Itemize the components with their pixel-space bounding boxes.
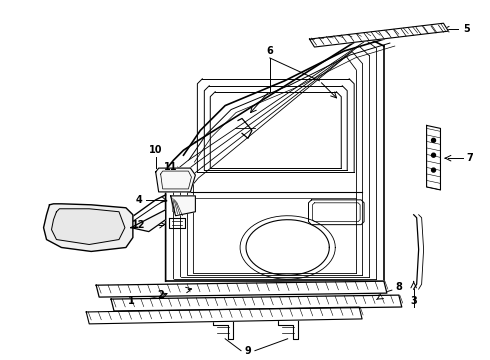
Text: 5: 5	[463, 24, 469, 34]
Text: 11: 11	[164, 162, 177, 172]
Text: 7: 7	[467, 153, 474, 163]
Polygon shape	[86, 307, 362, 324]
Polygon shape	[310, 23, 448, 47]
Text: 2: 2	[157, 290, 164, 300]
Polygon shape	[131, 210, 166, 231]
Circle shape	[432, 168, 436, 172]
Text: 1: 1	[127, 296, 134, 306]
Text: 10: 10	[149, 145, 163, 155]
Text: 12: 12	[132, 220, 146, 230]
Polygon shape	[156, 168, 196, 192]
Polygon shape	[51, 209, 125, 244]
Polygon shape	[111, 295, 402, 311]
Polygon shape	[427, 125, 441, 190]
Text: 6: 6	[267, 46, 273, 56]
Text: 8: 8	[395, 282, 402, 292]
Circle shape	[432, 138, 436, 142]
Text: 9: 9	[245, 346, 251, 356]
Polygon shape	[96, 281, 387, 297]
Circle shape	[432, 153, 436, 157]
Text: 3: 3	[410, 296, 417, 306]
Polygon shape	[44, 204, 133, 251]
Polygon shape	[171, 196, 196, 216]
Text: 4: 4	[135, 195, 142, 205]
